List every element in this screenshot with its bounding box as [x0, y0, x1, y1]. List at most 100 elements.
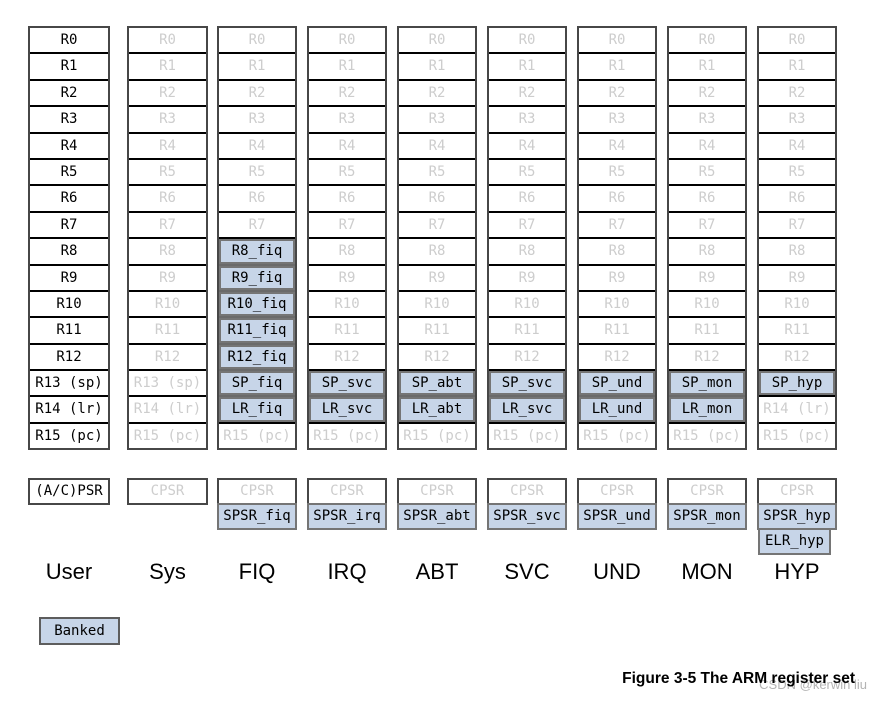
- register-cell: R5: [399, 157, 475, 184]
- register-cell: R9: [579, 263, 655, 290]
- register-cell: R12: [489, 342, 565, 369]
- register-cell: R2: [129, 78, 206, 105]
- register-cell: R6: [759, 184, 835, 210]
- register-cell: R5: [669, 157, 745, 184]
- register-cell: R2: [309, 78, 385, 105]
- register-cell: R8: [399, 237, 475, 263]
- psr-cell: CPSR: [667, 478, 747, 505]
- register-cell: R3: [759, 105, 835, 131]
- register-cell: R3: [399, 105, 475, 131]
- register-cell: R8: [579, 237, 655, 263]
- register-cell: R12: [669, 342, 745, 369]
- register-cell: R10: [399, 289, 475, 316]
- register-column-user: R0 R1 R2 R3 R4 R5 R6 R7 R8 R9 R10 R11 R12 R13 (sp) R14…: [28, 26, 110, 451]
- register-cell: R7: [399, 210, 475, 237]
- register-cell: R1: [489, 52, 565, 78]
- mode-label-abt: ABT: [415, 559, 459, 584]
- mode-label-irq: IRQ: [327, 559, 367, 584]
- register-cell: R3: [129, 105, 206, 131]
- register-cell: R0: [428, 32, 446, 48]
- register-cell: R8: [489, 237, 565, 263]
- register-cell: R8: [759, 237, 835, 263]
- register-cell: R10: [489, 289, 565, 316]
- register-cell: R12: [759, 342, 835, 369]
- register-cell: R9: [129, 263, 206, 290]
- psr-stack-fiq: CPSR SPSR_fiq: [217, 478, 297, 530]
- register-column-und: R0 R1 R2 R3 R4 R5 R6 R7 R8 R9 R10 R11 R12 SP_und LR_un…: [577, 26, 657, 451]
- register-cell: R5: [579, 157, 655, 184]
- mode-label-svc: SVC: [504, 559, 550, 584]
- register-cell: R10: [30, 289, 108, 316]
- register-cell: SP_abt: [399, 369, 475, 396]
- register-cell: R7: [129, 210, 206, 237]
- register-cell: R14 (lr): [129, 395, 206, 421]
- register-cell: R4: [129, 131, 206, 158]
- register-cell: R4: [219, 131, 295, 158]
- register-column-mon: R0 R1 R2 R3 R4 R5 R6 R7 R8 R9 R10 R11 R12 SP_mon LR_mo…: [667, 26, 747, 451]
- register-cell: R9: [669, 263, 745, 290]
- mode-label-hyp: HYP: [774, 559, 820, 584]
- register-cell: R12: [30, 342, 108, 369]
- figure-caption: Figure 3-5 The ARM register set: [622, 670, 855, 687]
- register-cell: SP_svc: [309, 369, 385, 396]
- register-column-abt: R0 R1 R2 R3 R4 R5 R6 R7 R8 R9 R10 R11 R12 SP_abt LR_ab…: [397, 26, 477, 451]
- psr-cell: CPSR: [487, 478, 567, 505]
- psr-stack-mon: CPSR SPSR_mon: [667, 478, 747, 530]
- psr-stack-und: CPSR SPSR_und: [577, 478, 657, 530]
- register-cell: R11: [399, 316, 475, 342]
- register-cell: R6: [219, 184, 295, 210]
- register-cell: R5: [219, 157, 295, 184]
- psr-cell: CPSR: [577, 478, 657, 505]
- register-cell: R6: [309, 184, 385, 210]
- register-cell: R10: [759, 289, 835, 316]
- psr-stack-svc: CPSR SPSR_svc: [487, 478, 567, 530]
- register-cell: R7: [669, 210, 745, 237]
- register-cell: R9: [759, 263, 835, 290]
- register-cell: R2: [30, 78, 108, 105]
- register-cell: R4: [309, 131, 385, 158]
- register-cell: R11: [309, 316, 385, 342]
- register-cell: R7: [30, 210, 108, 237]
- register-cell: R9: [399, 263, 475, 290]
- register-cell: R7: [219, 210, 295, 237]
- register-cell: LR_svc: [309, 395, 385, 422]
- register-cell: R9: [489, 263, 565, 290]
- register-cell: R2: [399, 78, 475, 105]
- register-cell: R8: [30, 237, 108, 263]
- register-cell: R1: [129, 52, 206, 78]
- psr-stack-user: (A/C)PSR: [28, 478, 110, 505]
- register-cell: R15 (pc): [309, 421, 385, 448]
- register-cell: R7: [309, 210, 385, 237]
- register-cell: R14 (lr): [30, 395, 108, 421]
- register-cell: R10: [579, 289, 655, 316]
- mode-label-sys: Sys: [149, 559, 186, 584]
- register-column-hyp: R0 R1 R2 R3 R4 R5 R6 R7 R8 R9 R10 R11 R12 SP_hyp R14 (…: [757, 26, 837, 451]
- register-cell: R1: [579, 52, 655, 78]
- psr-cell: SPSR_mon: [667, 503, 747, 530]
- register-cell: R0: [159, 32, 176, 48]
- register-cell: R1: [759, 52, 835, 78]
- psr-cell: CPSR: [307, 478, 387, 505]
- psr-cell: CPSR: [217, 478, 297, 505]
- register-cell: R11: [669, 316, 745, 342]
- register-cell: R0: [608, 32, 626, 48]
- mode-label-fiq: FIQ: [238, 559, 276, 584]
- psr-stack-sys: CPSR: [127, 478, 208, 505]
- register-cell: R2: [669, 78, 745, 105]
- register-cell: R15 (pc): [489, 421, 565, 448]
- register-cell: R1: [669, 52, 745, 78]
- register-cell: R11: [579, 316, 655, 342]
- register-cell: R15 (pc): [669, 421, 745, 448]
- register-cell: R12: [579, 342, 655, 369]
- psr-cell: SPSR_und: [577, 503, 657, 530]
- register-column-fiq: R0 R1 R2 R3 R4 R5 R6 R7 R8_fiq R9_fiq R10_fiq R11_f…: [217, 26, 297, 451]
- register-cell: R0: [248, 32, 266, 48]
- register-cell: R4: [489, 131, 565, 158]
- register-cell: R6: [129, 184, 206, 210]
- register-cell: R15 (pc): [129, 421, 206, 448]
- watermark: CSDN @kerwin liu: [759, 677, 867, 692]
- register-cell: R12_fiq: [219, 342, 295, 370]
- register-cell: R11: [489, 316, 565, 342]
- register-cell: SP_mon: [669, 369, 745, 396]
- register-cell: R3: [309, 105, 385, 131]
